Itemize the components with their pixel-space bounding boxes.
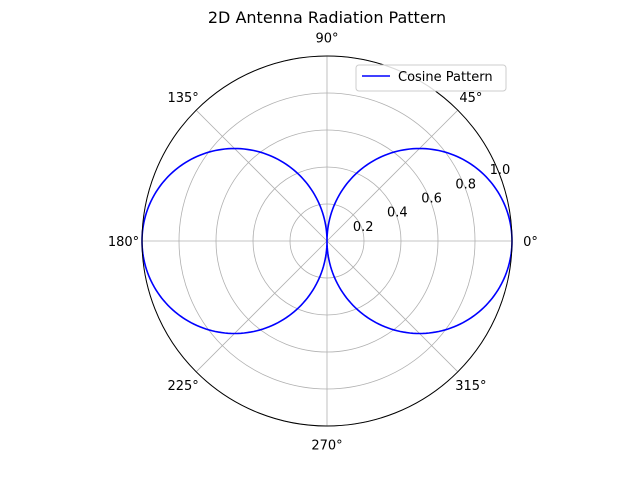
polar-frame bbox=[141, 55, 513, 427]
legend-box bbox=[355, 64, 507, 92]
tick-labels: 0° 45° 90° 135° 180° 225° 270° 315° 0.2 0.4 0.6 0.8… bbox=[108, 32, 538, 454]
legend-label: Cosine Pattern bbox=[398, 70, 493, 85]
angle-tick-label: 180° bbox=[108, 235, 139, 250]
angle-tick-label: 45° bbox=[459, 91, 482, 106]
legend: Cosine Pattern bbox=[355, 64, 507, 92]
angle-tick-label: 225° bbox=[167, 379, 198, 394]
angular-gridline bbox=[195, 240, 328, 373]
angle-tick-label: 90° bbox=[315, 32, 338, 47]
angle-tick-label: 135° bbox=[167, 91, 198, 106]
angular-gridline bbox=[326, 109, 459, 242]
angle-tick-label: 315° bbox=[455, 379, 486, 394]
angle-tick-label: 270° bbox=[311, 439, 342, 454]
radial-tick-label: 1.0 bbox=[490, 163, 511, 178]
angular-gridline bbox=[195, 109, 328, 242]
radial-tick-label: 0.8 bbox=[455, 177, 476, 192]
angle-tick-label: 0° bbox=[523, 235, 538, 250]
chart-title: 2D Antenna Radiation Pattern bbox=[208, 8, 446, 27]
radial-tick-label: 0.4 bbox=[387, 206, 408, 221]
angular-gridline bbox=[326, 240, 459, 373]
radial-tick-label: 0.2 bbox=[353, 220, 374, 235]
radial-tick-label: 0.6 bbox=[421, 192, 442, 207]
